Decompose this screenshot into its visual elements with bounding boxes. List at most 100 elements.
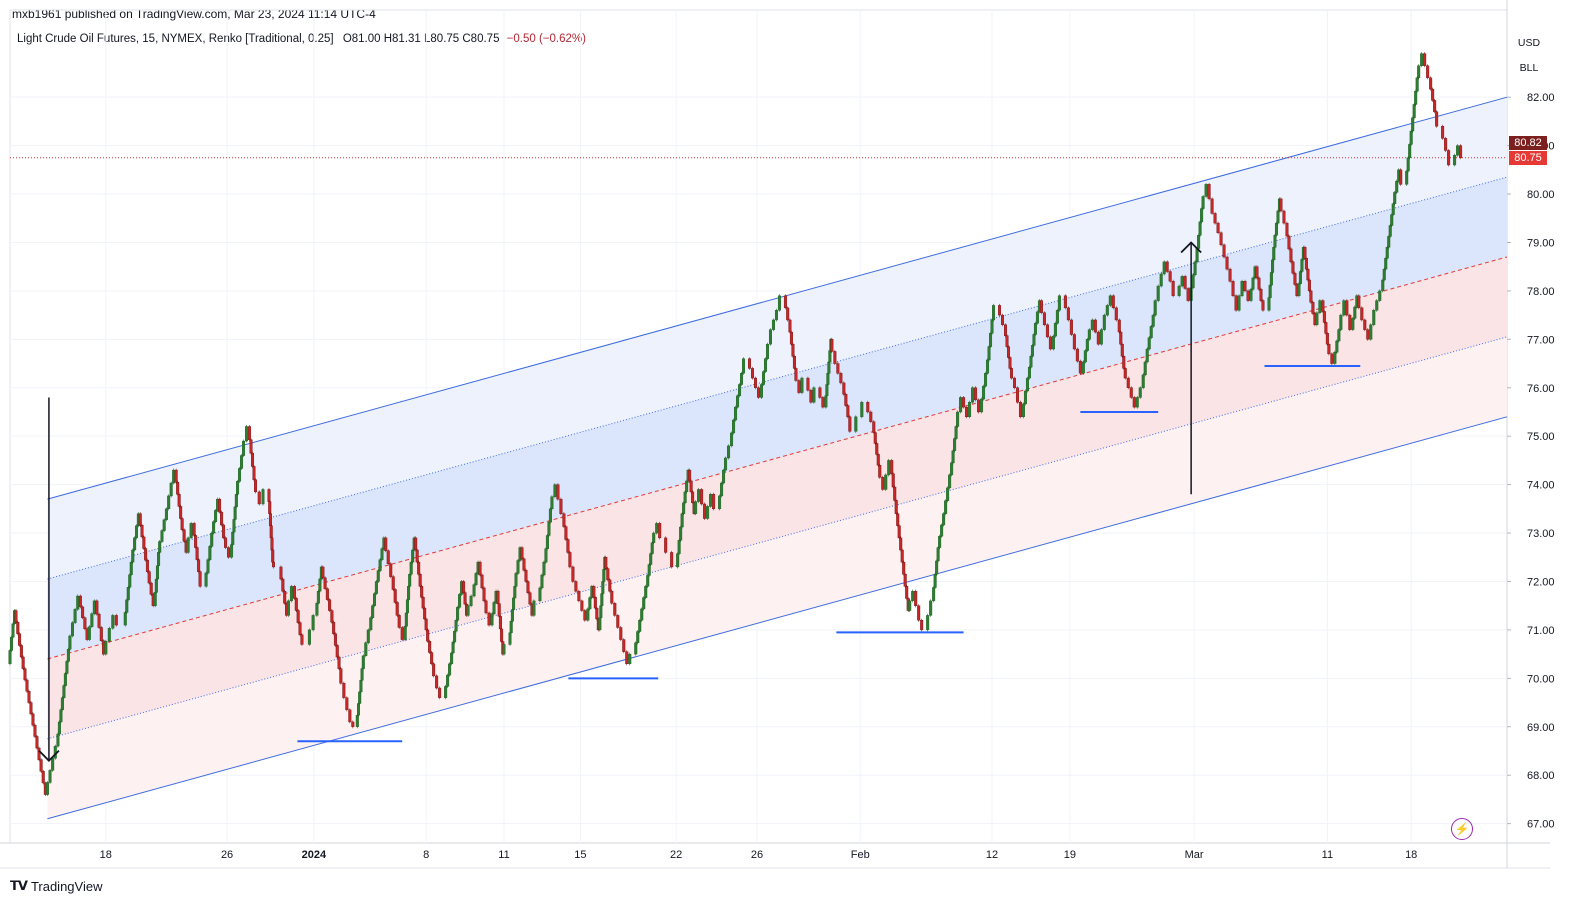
renko-up-brick <box>1141 374 1145 388</box>
renko-down-brick <box>430 652 434 665</box>
renko-down-brick <box>424 618 428 631</box>
renko-up-brick <box>987 346 991 361</box>
renko-up-brick <box>1388 225 1392 237</box>
renko-up-brick <box>1151 314 1155 327</box>
renko-down-brick <box>592 586 596 598</box>
renko-up-brick <box>448 663 452 676</box>
ohlc-values: O81.00 H81.31 L80.75 C80.75 <box>342 33 500 45</box>
renko-up-brick <box>548 508 552 523</box>
renko-up-brick <box>1251 277 1255 290</box>
renko-down-brick <box>97 613 101 628</box>
renko-down-brick <box>415 549 419 563</box>
renko-up-brick <box>1414 90 1418 105</box>
channel-lower-dotted-line <box>47 336 1508 740</box>
renko-up-brick <box>240 455 244 469</box>
renko-up-brick <box>680 513 684 528</box>
renko-up-brick <box>214 510 218 522</box>
channel-upper-dotted-line <box>47 176 1508 580</box>
arrow-head <box>1180 241 1202 254</box>
renko-down-brick <box>1309 290 1313 303</box>
renko-down-brick <box>869 411 873 422</box>
renko-down-brick <box>224 537 228 548</box>
renko-up-brick <box>1108 295 1112 306</box>
renko-up-brick <box>125 599 129 613</box>
renko-down-brick <box>1345 300 1349 316</box>
renko-down-brick <box>1324 322 1328 334</box>
renko-down-brick <box>393 589 397 603</box>
renko-down-brick <box>783 295 787 309</box>
renko-down-brick <box>1348 314 1352 330</box>
footer-brand: 𝗧𝗩 TradingView <box>10 878 102 894</box>
symbol-title[interactable]: Light Crude Oil Futures, 15, NYMEX, Renk… <box>17 33 334 45</box>
renko-down-brick <box>577 590 581 602</box>
renko-up-brick <box>638 620 642 632</box>
renko-up-brick <box>1391 203 1395 215</box>
renko-down-brick <box>33 724 37 737</box>
support-lines <box>297 364 1361 743</box>
renko-up-brick <box>1381 279 1385 292</box>
arrow-head <box>38 750 60 762</box>
renko-up-brick <box>189 523 193 539</box>
renko-down-brick <box>905 586 909 599</box>
renko-down-brick <box>1009 368 1013 379</box>
renko-up-brick <box>676 553 680 568</box>
renko-down-brick <box>1117 319 1121 333</box>
renko-down-brick <box>658 523 662 539</box>
renko-down-brick <box>1066 307 1070 321</box>
renko-up-brick <box>233 506 237 520</box>
renko-down-brick <box>325 588 329 600</box>
renko-up-brick <box>738 384 742 397</box>
renko-down-brick <box>1219 232 1223 246</box>
renko-down-brick <box>254 479 258 493</box>
y-tick-label: 76.00 <box>1527 383 1555 395</box>
renko-up-brick <box>1315 312 1319 325</box>
last-price-tag: 80.75 <box>1509 150 1547 165</box>
renko-up-brick <box>167 495 171 510</box>
renko-up-brick <box>1420 53 1424 66</box>
renko-down-brick <box>39 759 43 772</box>
renko-down-brick <box>195 547 199 560</box>
renko-up-brick <box>129 561 133 575</box>
lightning-icon[interactable]: ⚡ <box>1451 818 1473 840</box>
renko-down-brick <box>487 612 491 626</box>
unit-label[interactable]: BLL <box>1519 62 1539 74</box>
renko-down-brick <box>271 549 275 563</box>
renko-down-brick <box>1243 281 1247 292</box>
renko-down-brick <box>524 569 528 582</box>
renko-down-brick <box>1111 295 1115 309</box>
currency-label[interactable]: USD <box>1517 37 1541 49</box>
renko-down-brick <box>251 452 255 467</box>
renko-up-brick <box>104 641 108 655</box>
renko-down-brick <box>1207 184 1211 200</box>
y-tick-label: 68.00 <box>1527 770 1555 782</box>
x-tick-label: 19 <box>1064 849 1076 861</box>
renko-down-brick <box>389 563 393 577</box>
renko-up-brick <box>1409 130 1413 145</box>
renko-down-brick <box>1287 235 1291 250</box>
renko-down-brick <box>789 331 793 345</box>
renko-down-brick <box>1289 248 1293 263</box>
renko-down-brick <box>1441 126 1445 139</box>
renko-up-brick <box>404 612 408 627</box>
renko-up-brick <box>1353 306 1357 319</box>
renko-down-brick <box>1433 100 1437 112</box>
renko-up-brick <box>1201 196 1205 209</box>
renko-up-brick <box>62 685 66 698</box>
renko-up-brick <box>204 572 208 587</box>
renko-up-brick <box>1378 290 1382 301</box>
renko-up-brick <box>446 674 450 687</box>
renko-down-brick <box>1186 288 1190 301</box>
renko-up-brick <box>984 373 988 387</box>
x-tick-label: 26 <box>751 849 763 861</box>
renko-up-brick <box>697 489 701 502</box>
renko-down-brick <box>1132 397 1136 408</box>
renko-up-brick <box>774 310 778 321</box>
renko-up-brick <box>1395 180 1399 193</box>
renko-down-brick <box>797 380 801 393</box>
renko-up-brick <box>56 733 60 747</box>
renko-down-brick <box>691 491 695 503</box>
renko-up-brick <box>380 548 384 560</box>
renko-up-brick <box>111 615 115 629</box>
renko-up-brick <box>286 600 290 616</box>
